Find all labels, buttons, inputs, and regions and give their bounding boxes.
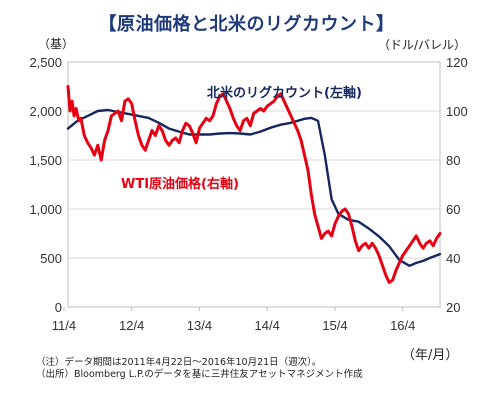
x-tick-label: 14/4 <box>255 318 280 333</box>
wti-price-line <box>66 85 442 284</box>
x-tick-label: 12/4 <box>119 318 144 333</box>
right-tick-label: 40 <box>446 251 460 266</box>
x-tick-label: 15/4 <box>322 318 347 333</box>
x-tick-label: 11/4 <box>52 318 76 333</box>
plot-frame <box>67 61 441 308</box>
footnote-note: （注）データ期間は2011年4月22日～2016年10月21日（週次）。 <box>36 357 322 368</box>
left-tick-label: 1,000 <box>29 202 62 217</box>
left-tick-label: 2,000 <box>29 104 62 119</box>
chart-title: 【原油価格と北米のリグカウント】 <box>98 14 395 35</box>
right-tick-label: 60 <box>446 202 460 217</box>
x-axis-unit: （年/月） <box>402 348 459 363</box>
left-tick-label: 0 <box>55 300 62 315</box>
x-tick-label: 13/4 <box>187 318 212 333</box>
right-tick-label: 100 <box>446 104 468 119</box>
left-axis-unit: （基） <box>38 37 75 51</box>
x-tick-label: 16/4 <box>390 318 415 333</box>
footnote-source: （出所）Bloomberg L.P.のデータを基に三井住友アセットマネジメント作… <box>36 369 363 380</box>
footnotes: （注）データ期間は2011年4月22日～2016年10月21日（週次）。 （出所… <box>36 357 363 381</box>
left-tick-label: 2,500 <box>29 55 62 70</box>
right-tick-label: 120 <box>446 55 468 70</box>
left-tick-label: 500 <box>40 251 62 266</box>
right-tick-label: 20 <box>446 300 460 315</box>
wti-series-label: WTI原油価格(右軸) <box>121 176 239 192</box>
right-axis-unit: （ドル/バレル） <box>378 38 467 52</box>
left-tick-label: 1,500 <box>29 153 62 168</box>
rig-count-series-label: 北米のリグカウント(左軸) <box>207 85 362 101</box>
right-tick-label: 80 <box>446 153 460 168</box>
